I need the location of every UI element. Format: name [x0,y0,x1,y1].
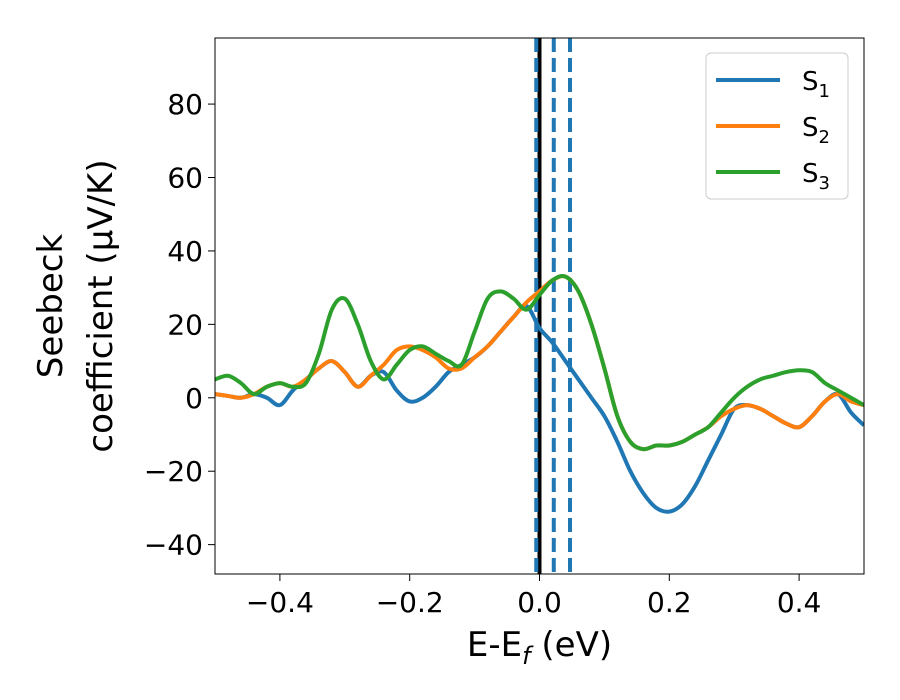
x-tick-label: 0.2 [647,586,692,619]
y-tick-label: −20 [144,455,203,488]
x-axis-label-suffix: (eV) [531,625,613,665]
y-axis-label: Seebeck coefficient (μV/K) [31,159,121,452]
y-tick-label: 60 [167,162,203,195]
x-axis-label: E-Ef (eV) [467,625,612,670]
y-tick-label: 40 [167,235,203,268]
series-line-2 [215,274,864,452]
x-axis: −0.4 −0.2 0.0 0.2 0.4 [246,574,821,619]
series-lines [215,274,864,514]
x-tick-label: −0.4 [246,586,314,619]
y-tick-label: 20 [167,308,203,341]
y-tick-label: −40 [144,529,203,562]
legend-label-1: S1 [802,67,830,102]
y-axis-label-line2: coefficient (μV/K) [81,159,121,452]
legend: S1 S2 S3 [705,52,849,200]
y-tick-label: 0 [185,382,203,415]
x-tick-label: 0.0 [517,586,562,619]
y-axis: −40 −20 0 20 40 60 80 [144,88,215,562]
x-axis-label-main: E-E [467,625,522,665]
legend-label-2: S2 [802,113,830,148]
legend-label-3: S3 [802,159,830,194]
series-line-3 [215,274,864,452]
x-tick-label: −0.2 [376,586,444,619]
x-tick-label: 0.4 [777,586,822,619]
y-tick-label: 80 [167,88,203,121]
reference-lines [534,38,573,574]
y-axis-label-line1: Seebeck [31,234,71,379]
